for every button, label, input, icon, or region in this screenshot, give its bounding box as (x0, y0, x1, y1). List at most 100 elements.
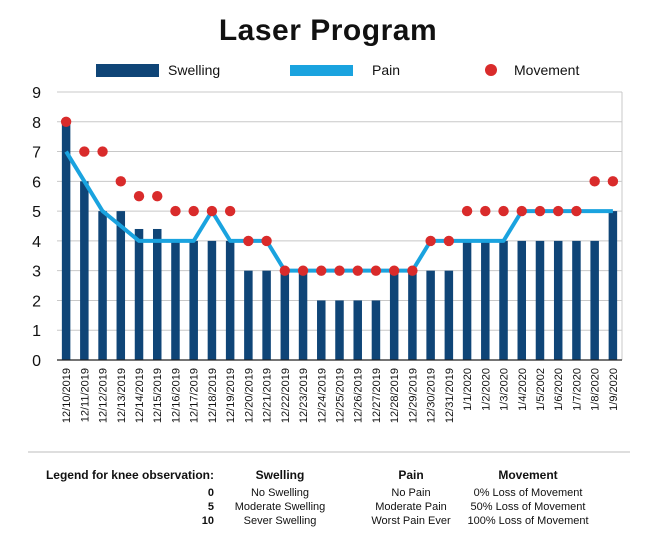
x-tick-label: 1/7/2020 (571, 368, 583, 411)
legend-level: 0 (207, 487, 214, 499)
legend-table-header: Legend for knee observation: Swelling Pa… (0, 468, 656, 482)
swelling-bar (116, 211, 126, 360)
movement-point (461, 205, 473, 217)
legend-swelling-desc: Sever Swelling (243, 515, 317, 527)
legend-table-row: 0 No Swelling No Pain 0% Loss of Movemen… (0, 487, 656, 501)
swelling-bar (353, 300, 362, 360)
y-tick-label: 5 (32, 204, 41, 221)
swelling-bar (462, 240, 472, 360)
swelling-bar (98, 211, 107, 360)
swelling-bar (572, 240, 581, 360)
x-tick-label: 12/21/2019 (262, 368, 274, 423)
x-tick-label: 12/28/2019 (389, 368, 401, 423)
x-tick-label: 12/18/2019 (207, 368, 219, 423)
movement-point (243, 235, 254, 247)
swelling-bar (553, 240, 563, 360)
swelling-bar (298, 270, 308, 360)
y-tick-label: 7 (32, 145, 41, 162)
legend-movement-desc: 0% Loss of Movement (473, 487, 583, 499)
movement-point (607, 176, 619, 187)
legend-table-caption: Legend for knee observation: (45, 468, 214, 482)
movement-point (589, 176, 600, 187)
movement-point (553, 205, 564, 217)
x-tick-label: 1/1/2020 (462, 368, 474, 411)
movement-point (261, 235, 272, 247)
movement-point (443, 235, 455, 247)
movement-point (97, 146, 108, 157)
movement-point (170, 205, 181, 217)
swelling-bar (280, 270, 290, 360)
legend-header-movement: Movement (498, 468, 558, 482)
chart-legend: Swelling Pain Movement (96, 62, 579, 78)
x-tick-label: 12/12/2019 (98, 368, 110, 423)
movement-point (516, 205, 527, 217)
x-tick-label: 1/4/2020 (517, 368, 529, 411)
y-tick-label: 2 (32, 293, 41, 310)
x-tick-label: 12/10/2019 (61, 368, 73, 423)
legend-header-pain: Pain (398, 468, 424, 482)
movement-point (425, 235, 436, 247)
movement-point (60, 116, 72, 127)
x-tick-label: 1/5/2002 (535, 368, 547, 411)
x-tick-label: 1/3/2020 (499, 368, 511, 411)
movement-point (480, 205, 491, 217)
movement-point (370, 265, 382, 276)
x-tick-label: 12/24/2019 (316, 368, 328, 423)
swelling-bar (80, 181, 89, 360)
x-tick-label: 12/29/2019 (407, 368, 419, 423)
legend-label-movement: Movement (514, 62, 579, 78)
movement-point (279, 265, 291, 276)
movement-point (571, 205, 582, 217)
movement-point (79, 146, 90, 157)
x-tick-label: 1/6/2020 (553, 368, 565, 411)
swelling-bar (608, 211, 618, 360)
swelling-bar (444, 270, 454, 360)
swelling-bar (481, 240, 490, 360)
x-tick-label: 12/15/2019 (152, 368, 164, 423)
movement-points (60, 116, 619, 276)
x-tick-label: 12/23/2019 (298, 368, 310, 423)
x-tick-label: 12/16/2019 (170, 368, 182, 423)
legend-level: 5 (207, 501, 214, 513)
x-tick-label: 12/14/2019 (134, 368, 146, 423)
y-tick-label: 1 (32, 323, 41, 340)
swelling-bar (189, 240, 198, 360)
swelling-bar (134, 228, 144, 360)
legend-movement-desc: 50% Loss of Movement (470, 501, 586, 513)
x-tick-label: 1/9/2020 (608, 368, 620, 411)
y-tick-label: 6 (32, 174, 41, 191)
x-tick-label: 12/31/2019 (444, 368, 456, 423)
movement-point (133, 191, 145, 202)
chart-title: Laser Program (218, 14, 438, 47)
swelling-bars (61, 121, 618, 361)
swelling-bar (389, 270, 399, 360)
x-tick-label: 12/11/2019 (79, 368, 91, 422)
y-tick-label: 9 (32, 85, 41, 102)
movement-point (152, 191, 163, 202)
swelling-bar (317, 300, 326, 360)
x-tick-label: 1/2/2020 (480, 368, 492, 411)
swelling-bar (590, 240, 599, 360)
x-tick-label: 12/27/2019 (371, 368, 383, 423)
legend-pain-desc: No Pain (391, 487, 431, 499)
swelling-bar (499, 240, 508, 360)
legend-swatch-swelling (96, 64, 159, 77)
legend-level: 10 (201, 515, 214, 527)
y-tick-label: 0 (32, 353, 41, 370)
legend-table-row: 10 Sever Swelling Worst Pain Ever 100% L… (0, 515, 656, 529)
movement-point (388, 265, 400, 276)
chart: Swelling Pain Movement 0 1 2 3 4 5 6 7 8 9 12/10/201… (28, 62, 630, 453)
movement-point (352, 265, 363, 276)
swelling-bar (207, 240, 217, 360)
legend-swelling-desc: Moderate Swelling (234, 501, 326, 513)
swelling-bar (426, 270, 435, 360)
legend-label-pain: Pain (372, 62, 400, 78)
legend-label-swelling: Swelling (168, 62, 220, 78)
y-tick-label: 4 (32, 234, 41, 251)
movement-point (334, 265, 345, 276)
movement-point (115, 176, 126, 187)
swelling-bar (517, 240, 527, 360)
legend-pain-desc: Moderate Pain (375, 501, 447, 513)
x-tick-label: 12/20/2019 (243, 368, 255, 423)
swelling-bar (262, 270, 271, 360)
